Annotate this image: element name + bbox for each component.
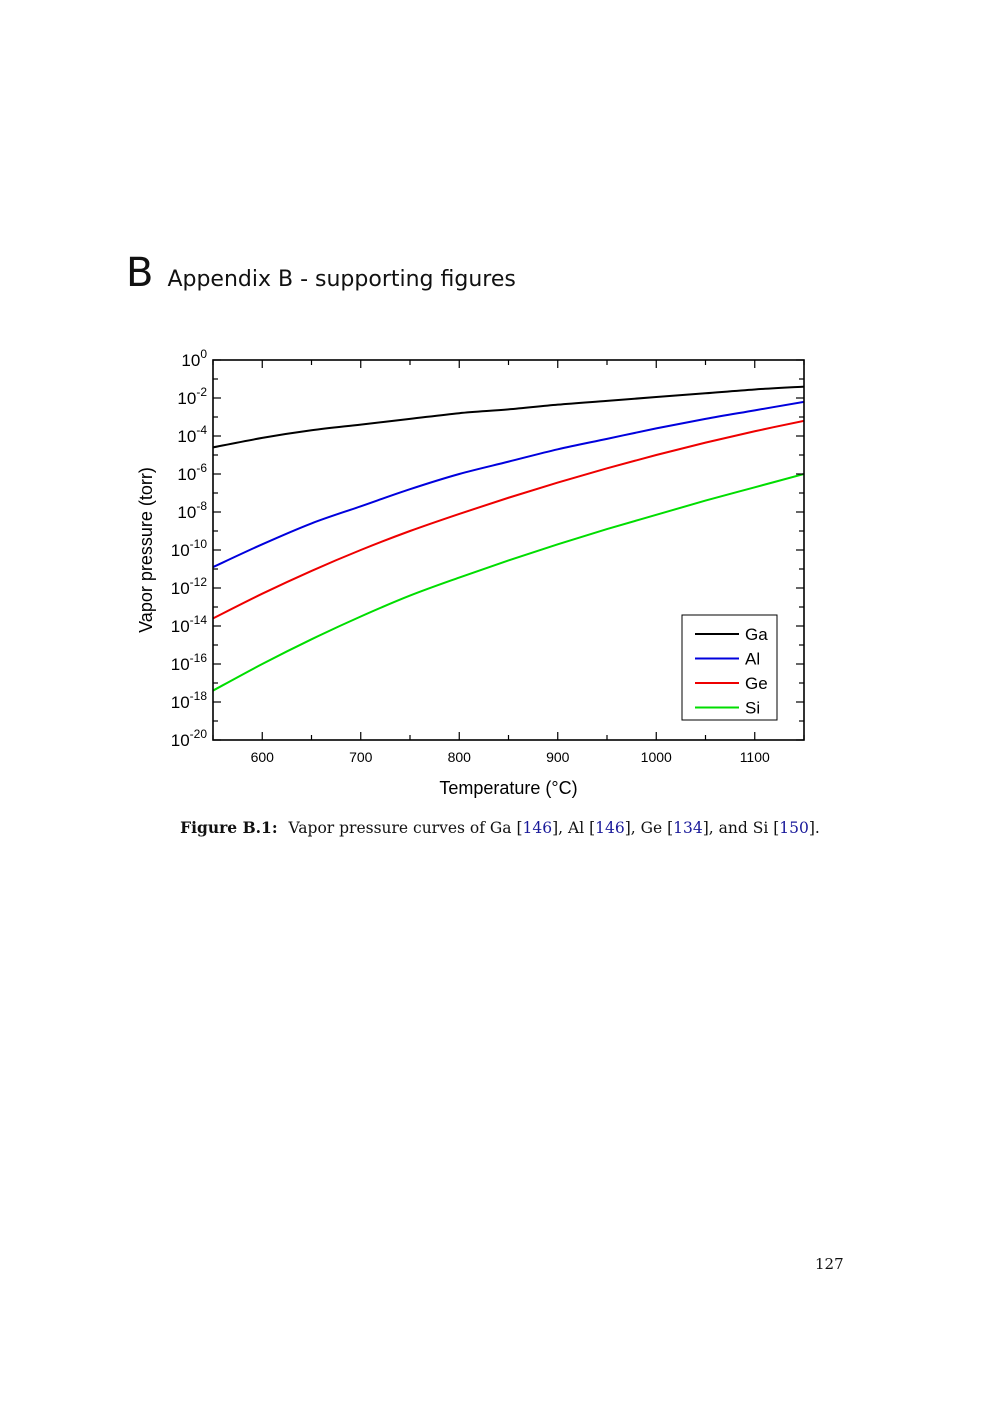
- series-line-al: [213, 400, 804, 569]
- caption-text: Vapor pressure curves of Ga [146], Al [1…: [284, 819, 820, 837]
- x-tick-label: 1100: [740, 749, 770, 765]
- series-line-ga: [213, 385, 804, 449]
- y-tick-label: 10-10: [171, 537, 208, 560]
- legend-label-ga: Ga: [745, 625, 768, 644]
- legend-label-si: Si: [745, 699, 760, 718]
- appendix-title: Appendix B - supporting figures: [167, 267, 516, 292]
- caption-fragment: Vapor pressure curves of Ga [: [283, 819, 523, 837]
- y-tick-label: 100: [181, 347, 207, 370]
- appendix-letter: B: [126, 250, 154, 296]
- y-tick-label: 10-8: [177, 499, 207, 522]
- y-tick-label: 10-2: [177, 385, 207, 408]
- caption-fragment: ], Al [: [552, 819, 596, 837]
- y-tick-label: 10-12: [171, 575, 208, 598]
- appendix-heading: B Appendix B - supporting figures: [126, 250, 516, 296]
- legend-label-ge: Ge: [745, 674, 768, 693]
- citation-link[interactable]: 134: [673, 819, 703, 837]
- citation-link[interactable]: 146: [522, 819, 553, 837]
- caption-fragment: ], Ge [: [624, 819, 674, 837]
- series-line-si: [213, 473, 804, 692]
- series-line-ge: [213, 419, 804, 620]
- x-tick-label: 600: [251, 749, 275, 765]
- legend-label-al: Al: [745, 650, 760, 669]
- x-tick-label: 800: [448, 749, 472, 765]
- y-axis-title: Vapor pressure (torr): [136, 467, 156, 633]
- page-number: 127: [815, 1255, 844, 1273]
- legend-box: [681, 614, 778, 721]
- y-tick-label: 10-16: [171, 651, 208, 674]
- x-axis-title: Temperature (°C): [439, 778, 577, 798]
- citation-link[interactable]: 150: [779, 819, 809, 837]
- caption-fragment: ], and Si [: [702, 819, 780, 837]
- y-tick-label: 10-14: [171, 613, 208, 636]
- caption-fragment: ].: [808, 819, 820, 837]
- figure-caption: Figure B.1: Vapor pressure curves of Ga …: [0, 818, 1000, 837]
- citation-link[interactable]: 146: [595, 819, 625, 837]
- figure-label: Figure B.1:: [180, 818, 278, 837]
- y-tick-label: 10-6: [177, 461, 207, 484]
- vapor-pressure-chart: 600 700 800 900 1000 1100 100 10-2 10-4 10-6 10-8 1…: [136, 347, 805, 798]
- y-tick-label: 10-4: [177, 423, 207, 446]
- y-tick-label: 10-18: [171, 689, 208, 712]
- x-tick-label: 1000: [641, 749, 672, 765]
- x-tick-label: 700: [349, 749, 373, 765]
- y-tick-label: 10-20: [171, 727, 208, 750]
- x-tick-label: 900: [546, 749, 570, 765]
